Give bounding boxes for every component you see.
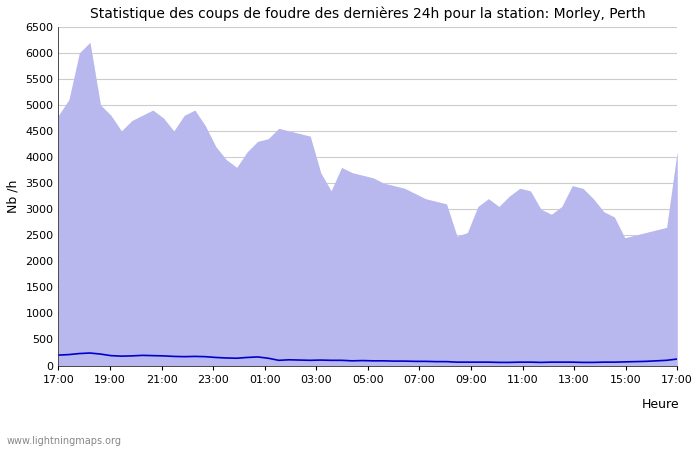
Title: Statistique des coups de foudre des dernières 24h pour la station: Morley, Perth: Statistique des coups de foudre des dern… [90, 7, 645, 22]
Text: www.lightningmaps.org: www.lightningmaps.org [7, 436, 122, 446]
Y-axis label: Nb /h: Nb /h [7, 180, 20, 213]
Text: Heure: Heure [641, 398, 679, 411]
